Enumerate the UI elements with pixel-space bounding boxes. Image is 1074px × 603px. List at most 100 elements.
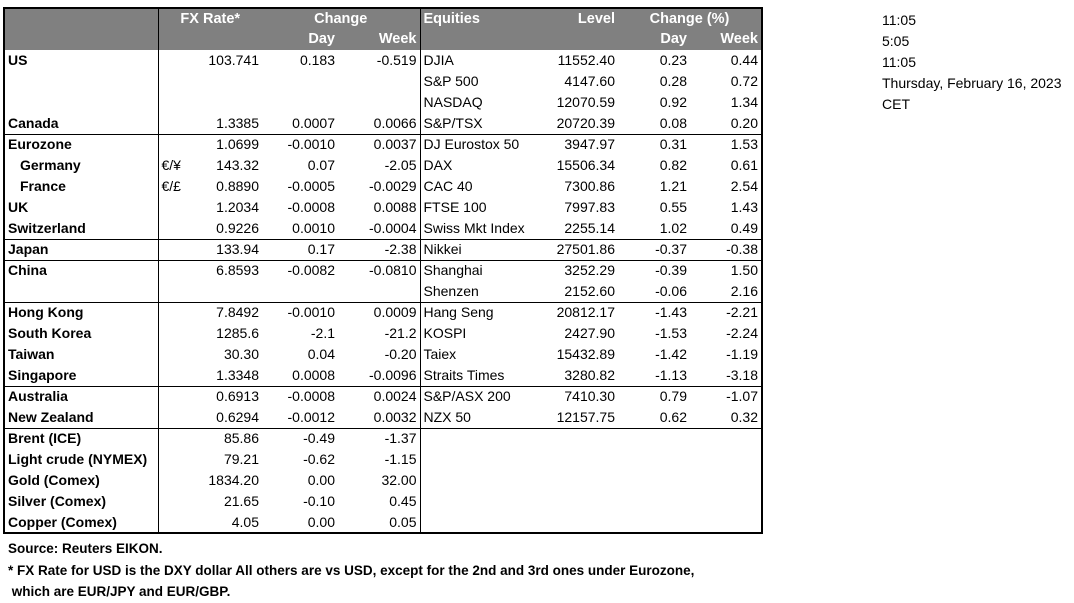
equity-level	[534, 491, 618, 512]
fx-day-change: 0.04	[307, 346, 335, 362]
fx-rate: 143.32	[216, 157, 259, 173]
fx-day-change: 0.0008	[262, 365, 338, 387]
fx-rate-cell: 1.0699	[157, 134, 262, 155]
equity-level: 15432.89	[556, 346, 615, 362]
equity-day-change: 0.62	[618, 407, 690, 429]
table-row: UK 1.2034 -0.0008 0.0088 FTSE 100 7997.83 0.55…	[4, 197, 762, 218]
equity-level	[534, 428, 618, 449]
fx-rate: 6.8593	[216, 262, 259, 279]
fx-week-change: -1.37	[384, 430, 417, 447]
equity-name: S&P/TSX	[419, 113, 534, 135]
timezone-label: CET	[882, 96, 910, 112]
time-label: 5:05	[882, 33, 910, 49]
level-header: Level	[534, 8, 618, 29]
fx-rate: 1.3385	[216, 114, 259, 131]
table-row: US 103.741 0.183 -0.519 DJIA 11552.40 0.23 0.44	[4, 50, 762, 71]
equity-level: 11552.40	[557, 52, 615, 68]
fx-rate-header: FX Rate*	[157, 8, 262, 29]
country-name: Taiwan	[8, 346, 55, 362]
equity-name: CAC 40	[419, 176, 534, 197]
country-name: US	[8, 52, 28, 68]
fx-rate: 30.30	[223, 346, 259, 362]
fx-rate: 85.86	[223, 430, 259, 447]
equity-level: 3252.29	[564, 262, 615, 279]
equity-name: Straits Times	[419, 365, 534, 387]
fx-day-change: 0.183	[299, 52, 335, 68]
equities-header: Equities	[419, 8, 534, 29]
equity-week-change: 1.50	[730, 262, 758, 279]
equity-name: NASDAQ	[419, 92, 534, 113]
fx-rate-cell: 0.6913	[157, 386, 262, 407]
country-name	[4, 92, 158, 113]
time-label: 11:05	[882, 54, 916, 70]
header-row-1: FX Rate* Change Equities Level Change (%…	[4, 8, 762, 29]
fx-week-change: 0.0066	[338, 113, 420, 135]
equity-day-change: 0.31	[659, 136, 687, 153]
country-name: Brent (ICE)	[8, 430, 82, 447]
equity-name	[419, 491, 534, 512]
fx-day-change: -0.0005	[287, 178, 335, 194]
equity-week-change: -2.24	[726, 325, 758, 341]
equity-day-change: 0.92	[659, 94, 687, 110]
fx-rate-cell: 85.86	[157, 428, 262, 449]
fx-week-change: 0.0024	[373, 388, 417, 405]
country-name: France	[20, 178, 66, 194]
country-name: South Korea	[8, 325, 92, 341]
equity-day-change	[618, 449, 690, 470]
fx-rate: 79.21	[223, 451, 259, 467]
fx-rate: 133.94	[216, 241, 259, 257]
equity-week-change: -1.19	[726, 346, 758, 362]
equity-week-change	[690, 470, 762, 491]
equity-week-change	[690, 491, 762, 512]
table-row: Hong Kong 7.8492 -0.0010 0.0009 Hang Seng 208…	[4, 302, 762, 323]
equity-week-change: 0.61	[730, 157, 758, 173]
equity-day-change: -1.43	[655, 304, 687, 321]
equity-day-change: 1.21	[659, 178, 687, 194]
fx-week-change: -0.0029	[369, 178, 417, 194]
table-row: S&P 500 4147.60 0.28 0.72	[4, 71, 762, 92]
equity-level: 4147.60	[564, 73, 615, 89]
equity-name: Hang Seng	[419, 302, 534, 323]
country-name: Light crude (NYMEX)	[8, 451, 148, 467]
fx-rate-cell: 103.741	[157, 50, 262, 71]
country-name: Silver (Comex)	[8, 493, 107, 509]
country-name: New Zealand	[4, 407, 158, 429]
fx-rate: 21.65	[223, 493, 259, 509]
equity-day-change	[618, 491, 690, 512]
fx-week-change: 0.0037	[373, 136, 417, 153]
fx-week-change: -1.15	[384, 451, 417, 467]
change-header: Change	[262, 8, 420, 29]
fx-rate: 1.2034	[216, 199, 259, 215]
country-name: Eurozone	[8, 136, 72, 153]
equity-day-change: 0.23	[659, 52, 687, 68]
fx-week-change	[338, 281, 420, 303]
fx-rate-cell: 4.05	[157, 512, 262, 533]
date-label: Thursday, February 16, 2023	[882, 75, 1062, 91]
fx-rate: 1.3348	[216, 366, 259, 383]
table-row: Eurozone 1.0699 -0.0010 0.0037 DJ Eurostox 5…	[4, 134, 762, 155]
equity-week-change: -0.38	[690, 239, 762, 261]
fx-rate-cell: 1.3348	[157, 365, 262, 387]
fx-day-change	[262, 281, 338, 303]
fx-rate: 0.6294	[216, 408, 259, 425]
equity-level: 12070.59	[556, 94, 615, 110]
currency-pair: €/¥	[161, 157, 181, 173]
fx-rate-cell: 6.8593	[157, 260, 262, 281]
fx-day-change: 0.00	[307, 513, 335, 530]
equity-name: S&P 500	[419, 71, 534, 92]
equity-day-change: 0.55	[659, 199, 687, 215]
equity-level: 7997.83	[564, 199, 615, 215]
country-name: China	[8, 262, 47, 279]
fx-day-change: 0.0010	[262, 218, 338, 240]
equity-level: 20720.39	[534, 113, 618, 135]
country-name: UK	[8, 199, 29, 215]
fx-week-change: 0.05	[389, 513, 417, 530]
table-row: Switzerland 0.9226 0.0010 -0.0004 Swiss Mkt …	[4, 218, 762, 240]
currency-pair: €/£	[161, 178, 181, 194]
equity-week-change	[690, 449, 762, 470]
fx-day-change: -0.10	[303, 493, 335, 509]
fx-week-change: 0.45	[389, 493, 417, 509]
source-note: Source: Reuters EIKON.	[8, 541, 163, 556]
week-header: Week	[338, 29, 420, 50]
fx-rate: 0.6913	[216, 388, 259, 405]
